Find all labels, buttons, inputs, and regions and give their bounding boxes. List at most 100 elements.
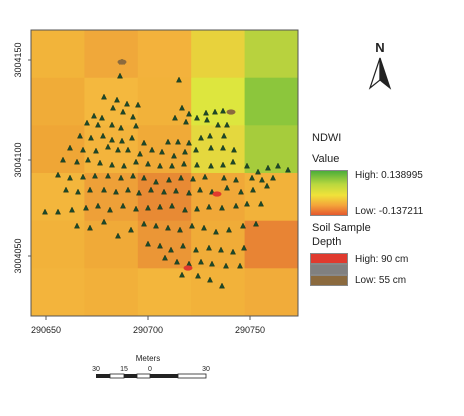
sample-point	[87, 224, 93, 231]
raster-cell	[191, 220, 246, 269]
sample-point	[186, 189, 192, 196]
soil-sample-points	[42, 58, 291, 289]
raster-cell	[84, 268, 139, 317]
sample-point	[87, 186, 93, 193]
sample-point	[161, 188, 167, 195]
sample-point	[244, 200, 250, 207]
soil-depth-sample-marker	[212, 191, 222, 197]
sample-point	[194, 161, 200, 168]
sample-point	[145, 204, 151, 211]
sample-point	[179, 104, 185, 111]
sample-point	[189, 222, 195, 229]
sample-point	[63, 186, 69, 193]
raster-cell	[191, 77, 246, 126]
raster-cell	[84, 77, 139, 126]
ndwi-low-label: Low: -0.137211	[355, 206, 424, 217]
sample-point	[230, 248, 236, 255]
sample-point	[265, 164, 271, 171]
sample-point	[119, 137, 125, 144]
sample-point	[207, 276, 213, 283]
sample-point	[75, 188, 81, 195]
sample-point	[182, 206, 188, 213]
sample-point	[204, 116, 210, 123]
sample-point	[115, 232, 121, 239]
ndwi-legend-title: NDWI	[312, 132, 342, 144]
sample-point	[202, 173, 208, 180]
scale-tick-label: 30	[92, 366, 100, 373]
sample-point	[130, 172, 136, 179]
sample-point	[129, 134, 135, 141]
sample-point	[240, 222, 246, 229]
sample-point	[173, 187, 179, 194]
sample-point	[133, 158, 139, 165]
sample-point	[67, 144, 73, 151]
ndwi-high-label: High: 0.138995	[355, 170, 423, 181]
sample-point	[113, 188, 119, 195]
sample-point	[206, 203, 212, 210]
sample-point	[125, 186, 131, 193]
raster-cell	[244, 220, 299, 269]
raster-cell	[31, 125, 85, 174]
sample-point	[209, 260, 215, 267]
sample-point	[69, 206, 75, 213]
raster-cell	[244, 125, 299, 174]
sample-point	[203, 109, 209, 116]
sample-point	[80, 146, 86, 153]
sample-point	[220, 107, 226, 114]
sample-point	[42, 208, 48, 215]
sample-point	[212, 108, 218, 115]
sample-point	[97, 159, 103, 166]
sample-point	[117, 72, 123, 79]
sample-point	[250, 186, 256, 193]
sample-point	[121, 162, 127, 169]
scale-tick-label: 30	[202, 366, 210, 373]
x-tick-label: 290650	[31, 325, 61, 335]
sample-point	[88, 134, 94, 141]
sample-point	[91, 112, 97, 119]
sample-point	[174, 258, 180, 265]
sample-point	[230, 158, 236, 165]
soil-low-label: Low: 55 cm	[355, 275, 407, 286]
sample-point	[110, 104, 116, 111]
sample-point	[159, 148, 165, 155]
sample-point	[197, 186, 203, 193]
sample-point	[220, 144, 226, 151]
sample-point	[120, 202, 126, 209]
sample-point	[133, 122, 139, 129]
sample-point	[93, 147, 99, 154]
sample-point	[258, 200, 264, 207]
sample-point	[141, 174, 147, 181]
sample-point	[128, 226, 134, 233]
sample-point	[221, 174, 227, 181]
sample-point	[125, 146, 131, 153]
y-tick-label: 3004100	[13, 142, 23, 177]
sample-point	[85, 156, 91, 163]
sample-point	[186, 139, 192, 146]
sample-point	[180, 242, 186, 249]
sample-point	[118, 174, 124, 181]
sample-point	[231, 146, 237, 153]
sample-point	[175, 138, 181, 145]
raster-cell	[244, 173, 299, 222]
sample-point	[114, 96, 120, 103]
sample-point	[105, 143, 111, 150]
sample-point	[186, 110, 192, 117]
sample-point	[166, 176, 172, 183]
sample-point	[107, 206, 113, 213]
sample-point	[213, 228, 219, 235]
raster-cell	[137, 173, 192, 222]
sample-point	[219, 204, 225, 211]
sample-point	[190, 175, 196, 182]
raster-cell	[31, 77, 85, 126]
soil-depth-sample-marker	[183, 265, 193, 271]
sample-point	[206, 244, 212, 251]
soil-mid-swatch	[310, 264, 348, 275]
sample-point	[109, 136, 115, 143]
sample-point	[141, 139, 147, 146]
sample-point	[55, 208, 61, 215]
soil-low-swatch	[310, 275, 348, 286]
sample-point	[207, 132, 213, 139]
sample-point	[145, 240, 151, 247]
raster-cell	[244, 77, 299, 126]
sample-point	[118, 124, 124, 131]
